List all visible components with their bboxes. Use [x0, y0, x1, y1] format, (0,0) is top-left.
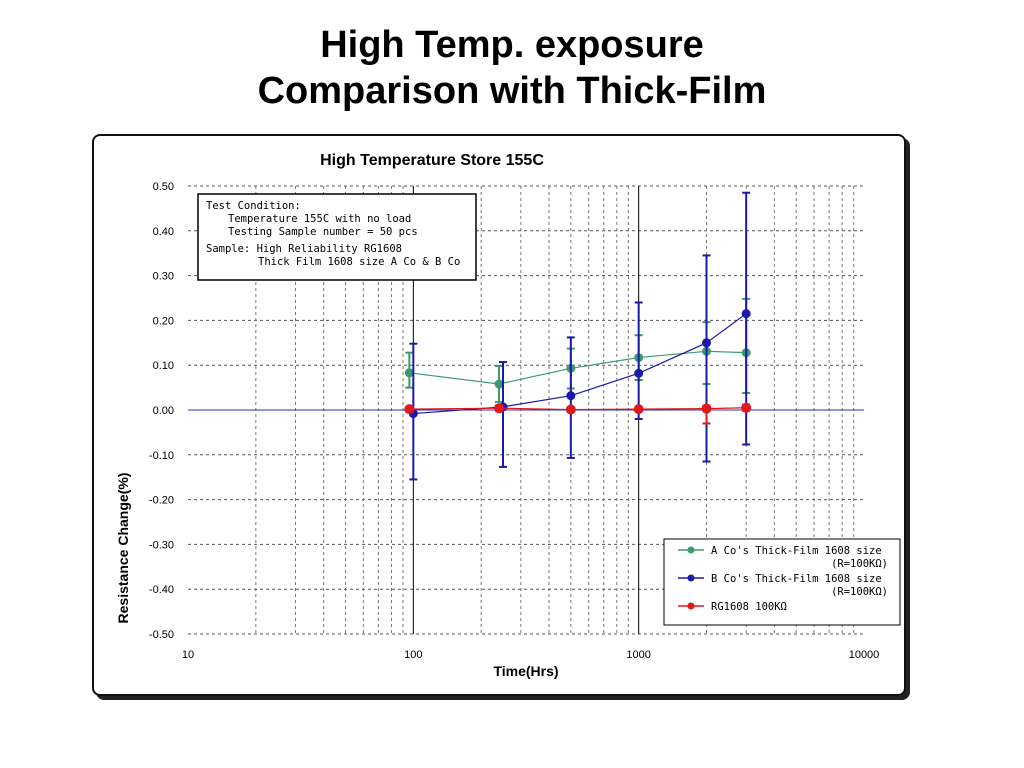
legend-swatch-marker	[687, 602, 695, 610]
slide-title: High Temp. exposure Comparison with Thic…	[0, 22, 1024, 114]
x-tick-label: 100	[404, 649, 422, 661]
data-point	[741, 402, 752, 413]
data-point	[701, 403, 712, 414]
y-tick-label: -0.20	[149, 495, 174, 507]
legend-label: B Co's Thick-Film 1608 size	[711, 573, 882, 585]
annotation-line: Sample: High Reliability RG1608	[206, 243, 402, 255]
series-group	[404, 402, 752, 425]
series-line	[409, 407, 747, 411]
annotation-frame	[197, 193, 477, 281]
tick-labels: 0.50 0.40 0.30 0.20 0.10 0.00 -0.10 -0.20 -0.30 -…	[149, 181, 879, 661]
series-group	[404, 297, 751, 403]
slide-title-line1: High Temp. exposure	[320, 24, 704, 66]
annotation-line: Thick Film 1608 size A Co & B Co	[258, 256, 460, 268]
y-tick-label: 0.00	[153, 405, 174, 417]
y-tick-label: -0.40	[149, 584, 174, 596]
annotation-box: Test Condition:Temperature 155C with no …	[197, 193, 477, 281]
legend-swatch-marker	[687, 574, 695, 582]
y-tick-label: 0.10	[153, 360, 174, 372]
series-line	[413, 313, 747, 415]
annotation-line: Testing Sample number = 50 pcs	[228, 226, 418, 238]
series-line	[409, 350, 747, 385]
x-axis-label: Time(Hrs)	[493, 663, 558, 679]
legend-label: A Co's Thick-Film 1608 size	[711, 545, 882, 557]
data-point	[634, 368, 644, 378]
y-tick-label: -0.50	[149, 629, 174, 641]
x-tick-label: 10	[182, 649, 194, 661]
x-tick-label: 1000	[626, 649, 650, 661]
data-point	[494, 403, 505, 414]
y-tick-label: -0.10	[149, 450, 174, 462]
legend-swatch-marker	[687, 546, 695, 554]
data-point	[633, 404, 644, 415]
legend-frame	[663, 538, 901, 626]
y-tick-label: 0.50	[153, 181, 174, 193]
y-tick-label: 0.20	[153, 315, 174, 327]
x-tick-label: 10000	[849, 649, 880, 661]
y-axis-label: Resistance Change(%)	[115, 473, 131, 624]
y-tick-label: -0.30	[149, 539, 174, 551]
data-point	[565, 404, 576, 415]
slide-title-line2: Comparison with Thick-Film	[257, 70, 767, 112]
series-marks	[404, 191, 752, 481]
annotation-line: Test Condition:	[206, 200, 301, 212]
chart-svg: High Temperature Store 155C Time(Hrs) Re…	[115, 152, 901, 679]
data-point	[494, 379, 504, 389]
data-point	[404, 368, 414, 378]
y-tick-label: 0.30	[153, 271, 174, 283]
data-point	[566, 391, 576, 401]
annotation-line: Temperature 155C with no load	[228, 213, 411, 225]
legend-label-sub: (R=100KΩ)	[831, 586, 888, 598]
chart-title: High Temperature Store 155C	[320, 152, 544, 169]
data-point	[701, 338, 711, 348]
legend: A Co's Thick-Film 1608 size(R=100KΩ)B Co…	[663, 538, 901, 626]
legend-label: RG1608 100KΩ	[711, 601, 787, 613]
y-tick-label: 0.40	[153, 226, 174, 238]
data-point	[741, 309, 751, 319]
data-point	[404, 404, 415, 415]
legend-label-sub: (R=100KΩ)	[831, 558, 888, 570]
chart-frame: High Temperature Store 155C Time(Hrs) Re…	[92, 134, 906, 696]
